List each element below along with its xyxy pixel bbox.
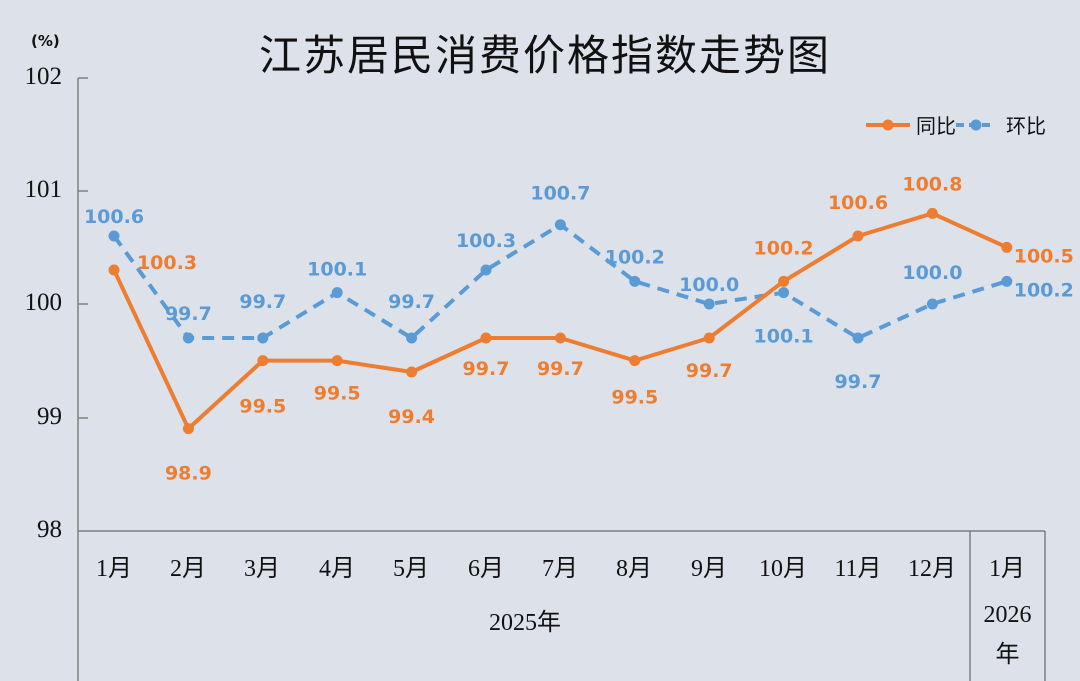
data-label: 99.7 (239, 291, 286, 313)
data-labels: 100.3 98.9 99.5 99.5 99.4 99.7 99.7 99.5 99.7 100… (84, 173, 1074, 484)
data-point-marker (852, 230, 864, 242)
data-point-marker (926, 207, 938, 219)
data-label: 100.2 (754, 237, 814, 259)
data-label: 100.6 (84, 206, 144, 228)
y-tick-102: 102 (24, 63, 63, 90)
data-point-marker (257, 332, 269, 344)
data-point-marker (108, 230, 120, 242)
legend-mom-marker-icon (956, 119, 992, 130)
data-label: 100.1 (307, 259, 367, 281)
data-label: 100.1 (754, 326, 814, 348)
data-point-marker (852, 332, 864, 344)
data-label: 99.5 (611, 387, 658, 409)
data-label: 100.0 (902, 262, 962, 284)
year-label-2025: 2025年 (489, 610, 561, 636)
x-tick: 1月 (96, 556, 132, 582)
data-label: 100.2 (605, 246, 665, 268)
data-point-marker (331, 287, 343, 299)
data-point-marker (406, 332, 418, 344)
data-point-marker (926, 298, 938, 310)
data-label: 100.8 (902, 173, 962, 195)
data-label: 100.2 (1014, 279, 1074, 301)
x-tick: 10月 (759, 556, 807, 582)
data-point-marker (703, 298, 715, 310)
x-tick: 8月 (616, 556, 652, 582)
chart-legend: 同比 环比 (866, 110, 1046, 139)
data-point-marker (182, 423, 194, 435)
data-point-marker (629, 355, 641, 367)
data-label: 100.3 (137, 252, 197, 274)
x-tick: 3月 (244, 556, 280, 582)
year-label-2026-suffix: 年 (995, 642, 1020, 668)
data-point-marker (182, 332, 194, 344)
legend-mom-label: 环比 (1006, 114, 1046, 138)
x-tick: 9月 (691, 556, 727, 582)
data-point-marker (331, 355, 343, 367)
data-point-marker (257, 355, 269, 367)
data-label: 99.4 (388, 406, 435, 428)
data-point-marker (480, 332, 492, 344)
data-point-marker (1001, 275, 1013, 287)
data-point-marker (703, 332, 715, 344)
data-label: 100.0 (679, 274, 739, 296)
data-point-marker (1001, 241, 1013, 253)
legend-yoy-label: 同比 (916, 114, 956, 138)
data-label: 98.9 (165, 463, 212, 485)
legend-yoy-marker-icon (866, 119, 910, 130)
data-point-marker (406, 366, 418, 378)
data-point-marker (778, 275, 790, 287)
x-tick: 6月 (468, 556, 504, 582)
data-label: 99.7 (537, 358, 584, 380)
series-mom (108, 219, 1013, 344)
data-point-marker (629, 275, 641, 287)
data-point-marker (480, 264, 492, 276)
x-tick: 12月 (908, 556, 956, 582)
x-tick: 1月 (989, 556, 1025, 582)
x-tick: 7月 (542, 556, 578, 582)
data-label: 99.7 (463, 358, 510, 380)
data-label: 100.6 (828, 192, 888, 214)
data-point-marker (108, 264, 120, 276)
x-tick: 11月 (834, 556, 882, 582)
data-label: 99.5 (239, 396, 286, 418)
data-point-marker (554, 219, 566, 231)
data-label: 100.5 (1014, 245, 1074, 267)
data-label: 100.3 (456, 230, 516, 252)
data-point-marker (554, 332, 566, 344)
data-label: 100.7 (530, 183, 590, 205)
data-label: 99.7 (686, 360, 733, 382)
data-label: 99.7 (165, 303, 212, 325)
data-point-marker (778, 287, 790, 299)
data-label: 99.5 (314, 383, 361, 405)
y-axis-unit: (%) (31, 32, 60, 50)
y-tick-101: 101 (24, 176, 63, 203)
x-tick: 5月 (393, 556, 429, 582)
data-label: 99.7 (388, 291, 435, 313)
chart-title: 江苏居民消费价格指数走势图 (258, 31, 831, 80)
x-tick: 2月 (170, 556, 206, 582)
data-label: 99.7 (835, 371, 882, 393)
y-tick-100: 100 (24, 289, 63, 316)
y-tick-99: 99 (37, 403, 62, 430)
series-yoy (108, 207, 1013, 435)
series-line (112, 222, 1008, 340)
x-tick: 4月 (319, 556, 355, 582)
year-label-2026: 2026 (983, 602, 1032, 628)
y-tick-98: 98 (37, 516, 62, 543)
